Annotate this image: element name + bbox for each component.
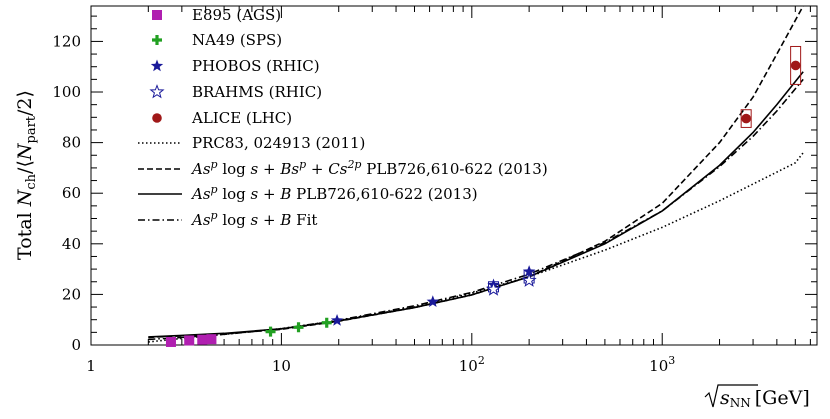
model-curves	[148, 6, 804, 343]
data-point	[790, 60, 801, 71]
data-point	[265, 326, 276, 337]
y-tick-label: 100	[52, 83, 81, 101]
x-tick-label: 1	[86, 357, 96, 375]
legend-label: Asp log s + Bsp + Cs2p PLB726,610-622 (2…	[190, 158, 548, 178]
x-tick-label: 102	[459, 354, 485, 375]
y-tick-label: 0	[71, 336, 81, 354]
legend-marker	[149, 84, 165, 99]
legend-label: Asp log s + B PLB726,610-622 (2013)	[190, 183, 478, 203]
data-point	[165, 336, 176, 347]
y-tick-label: 60	[62, 184, 81, 202]
legend-marker	[152, 35, 162, 45]
y-tick-label: 40	[62, 235, 81, 253]
x-tick-label: 10	[272, 357, 291, 375]
data-point	[197, 334, 208, 345]
legend-label: PHOBOS (RHIC)	[192, 57, 320, 75]
systematic-box	[740, 109, 752, 128]
x-tick-label: 103	[649, 354, 675, 375]
y-tick-label: 20	[62, 285, 81, 303]
y-tick-label: 120	[52, 32, 81, 50]
legend-label: ALICE (LHC)	[191, 109, 292, 127]
data-point	[741, 113, 751, 124]
svg-text:Total Nch/⟨Npart/2⟩: Total Nch/⟨Npart/2⟩	[14, 90, 39, 260]
legend-label: PRC83, 024913 (2011)	[192, 134, 365, 152]
legend-marker	[152, 113, 162, 123]
legend-marker	[152, 10, 162, 20]
data-point	[522, 265, 536, 277]
data-point	[521, 272, 537, 287]
x-axis-title: sNN [GeV]	[704, 384, 810, 410]
legend-label: BRAHMS (RHIC)	[192, 83, 322, 101]
axis-ticks	[90, 6, 817, 346]
legend-label: Asp log s + B Fit	[190, 209, 317, 229]
data-point	[184, 335, 195, 346]
curve-dotted	[148, 152, 804, 343]
data-point	[330, 313, 344, 326]
legend: E895 (AGS) NA49 (SPS) PHOBOS (RHIC) BRAHMS …	[138, 6, 548, 229]
data-point	[426, 295, 439, 307]
data-point	[293, 322, 304, 333]
data-point	[206, 334, 217, 345]
systematic-box	[790, 45, 802, 85]
plot-frame	[90, 5, 818, 346]
data-point	[321, 317, 332, 328]
legend-label: NA49 (SPS)	[192, 31, 282, 49]
curve-solid	[148, 71, 804, 338]
data-point	[485, 281, 502, 296]
legend-marker	[150, 59, 164, 72]
tick-labels: 1 10 102 103 0 20 40 60 80 100 120	[52, 32, 675, 375]
y-tick-label: 80	[62, 134, 81, 152]
data-points	[165, 45, 802, 347]
y-axis-title: Total Nch/⟨Npart/2⟩	[14, 90, 39, 260]
svg-text:sNN[GeV]: sNN [GeV]	[720, 387, 810, 410]
legend-label: E895 (AGS)	[192, 6, 281, 24]
